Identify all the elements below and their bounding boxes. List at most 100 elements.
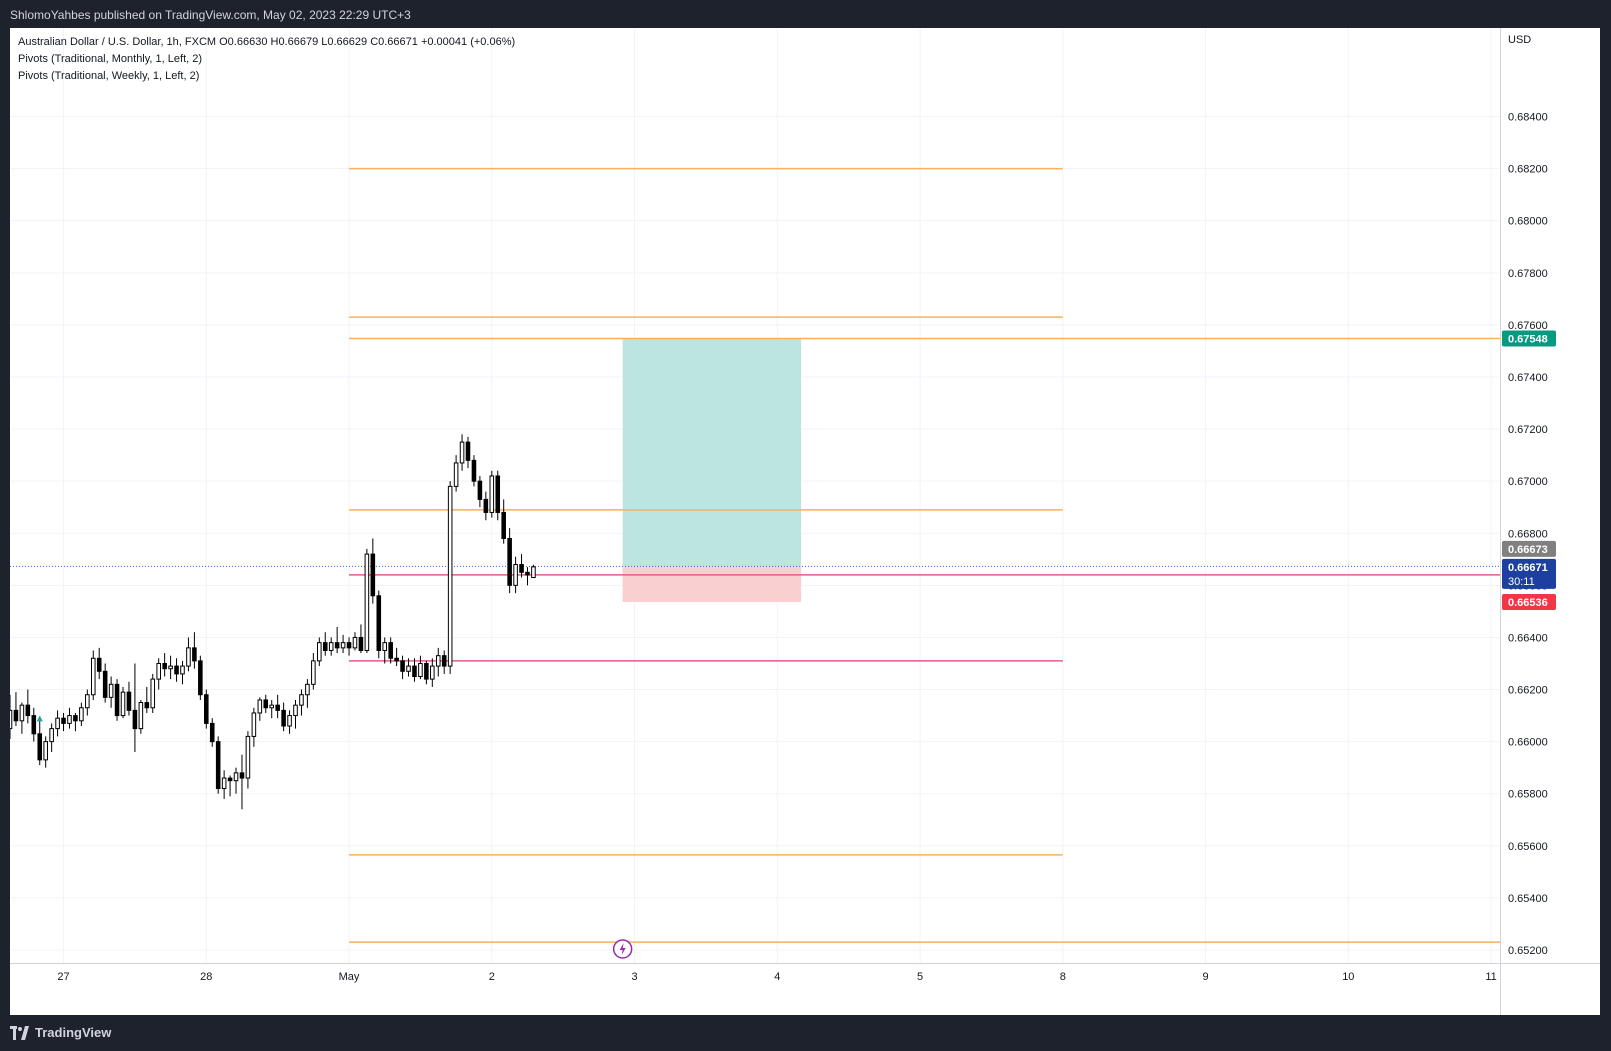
candle-body[interactable] [209, 722, 215, 743]
price-chart[interactable]: USD0.684000.682000.680000.678000.676000.… [10, 28, 1600, 1015]
candle-body[interactable] [126, 691, 132, 711]
position-profit-zone[interactable] [622, 338, 802, 567]
candle-body[interactable] [424, 662, 429, 680]
candle-body[interactable] [340, 642, 346, 649]
candle-body[interactable] [281, 709, 286, 727]
candle-body[interactable] [495, 475, 501, 513]
candle-body[interactable] [400, 660, 405, 672]
tradingview-logo[interactable]: TradingView [10, 1025, 111, 1040]
candle-body[interactable] [215, 741, 221, 790]
candle-body[interactable] [263, 699, 269, 709]
candle-body[interactable] [525, 571, 530, 576]
candle-body[interactable] [114, 683, 120, 717]
pivots-weekly-legend[interactable]: Pivots (Traditional, Weekly, 1, Left, 2) [18, 70, 200, 82]
candle-body[interactable] [96, 657, 102, 672]
candle-body[interactable] [358, 636, 364, 651]
candle-body[interactable] [317, 642, 322, 662]
candle-body[interactable] [174, 665, 179, 675]
candle-body[interactable] [376, 595, 382, 651]
candle-body[interactable] [102, 670, 108, 698]
candle-body[interactable] [406, 665, 411, 672]
candle-body[interactable] [79, 707, 84, 722]
candle-body[interactable] [477, 480, 483, 500]
candle-body[interactable] [162, 662, 167, 670]
candle-body[interactable] [90, 657, 96, 696]
candle-body[interactable] [180, 665, 185, 675]
candle-body[interactable] [299, 694, 304, 706]
candle-body[interactable] [67, 715, 72, 724]
candle-body[interactable] [31, 715, 37, 735]
candle-body[interactable] [501, 511, 506, 539]
candle-body[interactable] [168, 665, 173, 670]
candle-body[interactable] [483, 498, 489, 513]
candle-body[interactable] [138, 702, 144, 730]
candle-body[interactable] [245, 735, 251, 779]
candle-body[interactable] [108, 683, 114, 698]
candle-body[interactable] [10, 709, 13, 730]
candle-body[interactable] [13, 709, 19, 722]
candle-body[interactable] [418, 662, 423, 678]
candle-body[interactable] [227, 777, 233, 782]
candle-body[interactable] [150, 678, 156, 709]
candle-body[interactable] [43, 741, 48, 761]
candle-body[interactable] [120, 691, 126, 717]
candle-body[interactable] [204, 694, 209, 724]
candle-body[interactable] [430, 665, 435, 680]
candle-body[interactable] [73, 715, 78, 722]
candle-body[interactable] [257, 699, 263, 714]
candle-body[interactable] [447, 485, 453, 667]
candle-body[interactable] [370, 553, 376, 597]
candle-body[interactable] [382, 642, 388, 651]
candle-body[interactable] [293, 704, 298, 717]
last-price-badge[interactable] [1502, 558, 1556, 589]
signal-triangle-icon[interactable] [36, 715, 43, 722]
candle-body[interactable] [394, 657, 399, 662]
symbol-legend[interactable]: Australian Dollar / U.S. Dollar, 1h, FXC… [18, 36, 516, 48]
candle-body[interactable] [251, 712, 257, 737]
candle-body[interactable] [388, 642, 393, 659]
price-badge[interactable] [1502, 540, 1556, 557]
candle-body[interactable] [25, 704, 31, 717]
candle-body[interactable] [275, 704, 280, 711]
candle-body[interactable] [37, 733, 43, 761]
candle-body[interactable] [156, 662, 161, 680]
candle-body[interactable] [352, 636, 358, 649]
candle-body[interactable] [85, 694, 90, 709]
candle-body[interactable] [269, 704, 275, 709]
candle-body[interactable] [49, 728, 54, 743]
candle-body[interactable] [346, 642, 352, 649]
price-badge[interactable] [1502, 594, 1556, 611]
candle-body[interactable] [513, 564, 518, 586]
candle-body[interactable] [311, 660, 316, 685]
candle-body[interactable] [322, 642, 328, 651]
candle-body[interactable] [489, 475, 495, 513]
candle-body[interactable] [412, 665, 417, 678]
candle-body[interactable] [305, 683, 310, 696]
candle-body[interactable] [233, 772, 239, 782]
candle-body[interactable] [471, 459, 477, 482]
candle-body[interactable] [453, 462, 459, 487]
candle-body[interactable] [287, 715, 292, 727]
candle-body[interactable] [459, 441, 465, 464]
candle-body[interactable] [221, 777, 227, 790]
candle-body[interactable] [19, 704, 25, 722]
candle-body[interactable] [239, 772, 245, 779]
pivots-monthly-legend[interactable]: Pivots (Traditional, Monthly, 1, Left, 2… [18, 53, 203, 65]
candle-body[interactable] [441, 655, 447, 667]
candle-body[interactable] [144, 702, 150, 709]
price-badge[interactable] [1502, 330, 1556, 347]
candle-body[interactable] [519, 564, 524, 573]
candle-body[interactable] [507, 537, 512, 586]
candle-body[interactable] [55, 717, 60, 730]
candle-body[interactable] [61, 717, 66, 724]
candle-body[interactable] [328, 642, 334, 651]
candle-body[interactable] [186, 647, 191, 667]
candle-body[interactable] [132, 709, 138, 730]
candle-body[interactable] [435, 655, 441, 667]
position-loss-zone[interactable] [622, 566, 802, 603]
candle-body[interactable] [334, 642, 340, 649]
candle-body[interactable] [192, 647, 197, 662]
candle-body[interactable] [465, 441, 471, 461]
candle-body[interactable] [364, 553, 370, 651]
candle-body[interactable] [531, 566, 536, 579]
